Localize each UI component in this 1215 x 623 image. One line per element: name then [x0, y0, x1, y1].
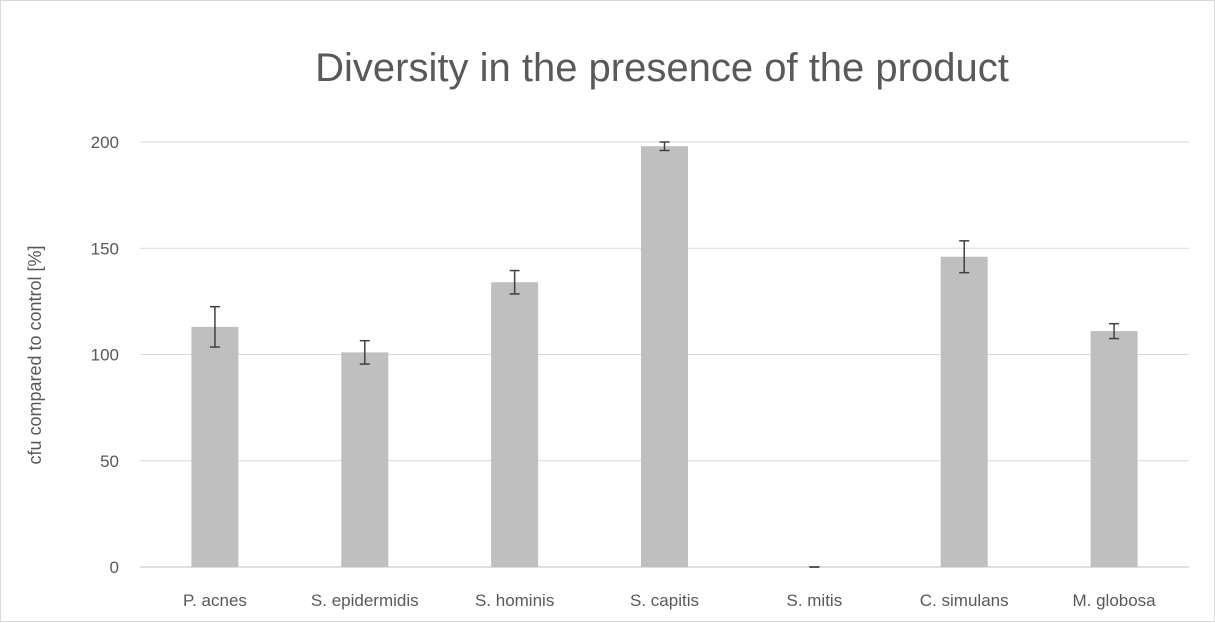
error-bar: [1109, 322, 1120, 340]
y-tick-label: 200: [91, 133, 119, 152]
bar: [641, 146, 688, 567]
bar: [191, 326, 239, 567]
y-axis-ticks: 0 50 100 150 200: [91, 133, 119, 577]
error-bar: [659, 141, 670, 152]
x-tick-label: C. simulans: [920, 591, 1009, 610]
y-tick-label: 50: [100, 452, 119, 471]
bar: [341, 352, 389, 567]
y-tick-label: 100: [91, 346, 119, 365]
x-axis-ticks: P. acnes S. epidermidis S. hominis S. capit…: [183, 591, 1156, 610]
y-axis-label: cfu compared to control [%]: [25, 245, 45, 464]
x-tick-label: S. capitis: [630, 591, 699, 610]
bar: [940, 256, 988, 567]
bar: [491, 282, 539, 567]
error-bar: [209, 305, 220, 348]
x-tick-label: M. globosa: [1072, 591, 1156, 610]
x-tick-label: S. hominis: [475, 591, 554, 610]
x-tick-label: S. epidermidis: [311, 591, 419, 610]
y-tick-label: 0: [110, 558, 119, 577]
x-tick-label: S. mitis: [786, 591, 842, 610]
bars: [191, 146, 1138, 567]
error-bars: [209, 141, 1120, 568]
chart-title: Diversity in the presence of the product: [315, 46, 1009, 90]
error-bar: [359, 339, 370, 365]
y-tick-label: 150: [91, 239, 119, 258]
error-bar: [509, 269, 520, 295]
x-tick-label: P. acnes: [183, 591, 247, 610]
bar: [1090, 331, 1138, 567]
error-bar: [959, 240, 970, 274]
